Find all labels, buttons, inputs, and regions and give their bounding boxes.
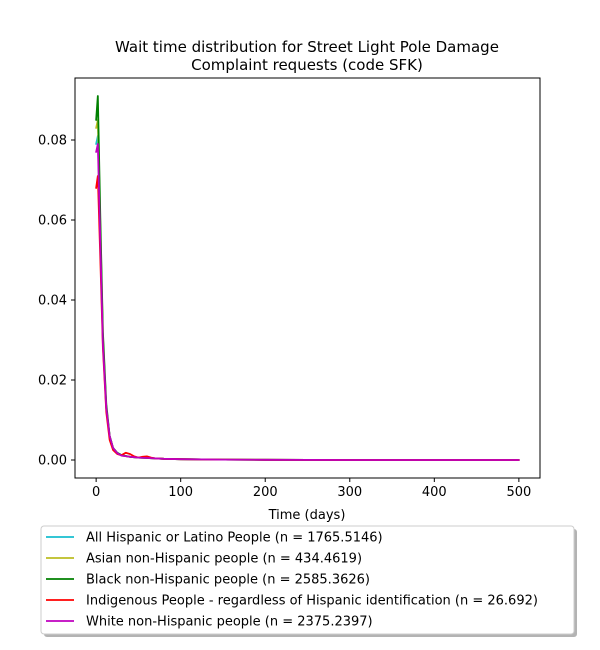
series-line-5 <box>95 143 520 461</box>
plot-frame <box>74 77 541 479</box>
x-tick-label: 200 <box>253 485 278 500</box>
x-tick-label: 300 <box>337 485 362 500</box>
x-tick-label: 500 <box>506 485 531 500</box>
y-tick-label: 0.04 <box>38 294 67 309</box>
legend-items: All Hispanic or Latino People (n = 1765.… <box>46 531 538 630</box>
x-tick-label: 400 <box>422 485 447 500</box>
y-tick-label: 0.00 <box>38 454 67 469</box>
chart-title-line-2: Complaint requests (code SFK) <box>191 56 423 74</box>
legend-box <box>40 525 575 635</box>
x-tick-label: 100 <box>168 485 193 500</box>
y-tick-label: 0.02 <box>38 374 67 389</box>
legend-label-4: Indigenous People - regardless of Hispan… <box>86 594 538 609</box>
x-tick-label: 0 <box>92 485 100 500</box>
series-line-2 <box>95 119 520 461</box>
legend-label-3: Black non-Hispanic people (n = 2585.3626… <box>86 573 370 588</box>
x-axis-label: Time (days) <box>268 508 346 523</box>
ticks-layer: 0 100 200 300 400 500 0.00 0.02 0.04 0.06 0.08 <box>38 134 531 501</box>
legend: All Hispanic or Latino People (n = 1765.… <box>40 525 577 637</box>
legend-label-5: White non-Hispanic people (n = 2375.2397… <box>86 615 373 630</box>
series-line-4 <box>95 175 520 461</box>
chart-title-line-1: Wait time distribution for Street Light … <box>115 38 499 56</box>
y-tick-label: 0.08 <box>38 134 67 149</box>
series-layer <box>95 95 520 461</box>
series-line-1 <box>95 135 520 461</box>
series-line-3 <box>95 95 520 461</box>
legend-label-2: Asian non-Hispanic people (n = 434.4619) <box>86 552 362 567</box>
legend-label-1: All Hispanic or Latino People (n = 1765.… <box>86 531 383 546</box>
y-tick-label: 0.06 <box>38 214 67 229</box>
